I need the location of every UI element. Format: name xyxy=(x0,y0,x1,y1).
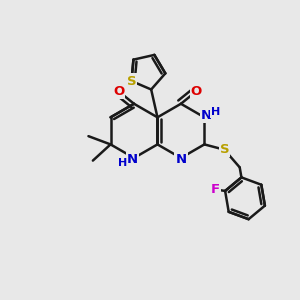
Text: N: N xyxy=(201,109,212,122)
Text: O: O xyxy=(190,85,202,98)
Text: N: N xyxy=(176,153,187,166)
Text: S: S xyxy=(220,143,229,156)
Text: S: S xyxy=(127,74,136,88)
Text: N: N xyxy=(127,153,138,166)
Text: H: H xyxy=(211,107,220,117)
Text: O: O xyxy=(113,85,124,98)
Text: H: H xyxy=(118,158,128,168)
Text: F: F xyxy=(211,183,220,196)
